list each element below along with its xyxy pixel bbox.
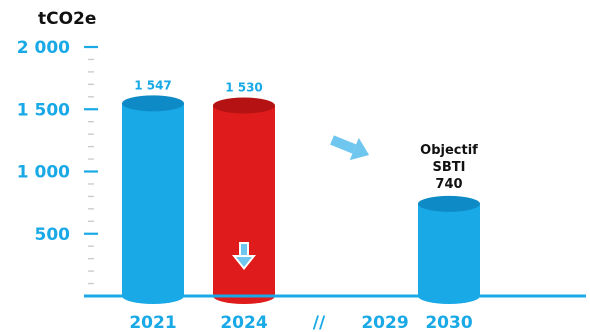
bar-body [418, 203, 480, 304]
bar-annotation-line: 740 [435, 177, 462, 192]
y-tick-label: 2 000 [17, 38, 70, 58]
bar-top [122, 95, 184, 112]
bar-value-label: 1 530 [225, 81, 263, 95]
bar-annotation-line: SBTI [433, 160, 466, 175]
bar-2024: 1 530 [213, 81, 275, 304]
bar-2021: 1 547 [122, 78, 184, 304]
bar-body [213, 105, 275, 304]
bar-body [122, 103, 184, 304]
x-category-label: 2029 [361, 313, 408, 332]
x-axis-category-labels: 2021 2024 // 2029 2030 [129, 313, 472, 332]
bar-annotation-line: Objectif [420, 143, 478, 158]
x-category-label: 2021 [129, 313, 176, 332]
y-axis-unit-label: tCO2e [38, 9, 96, 29]
x-category-label: 2030 [425, 313, 472, 332]
bars: 1 547 1 530 Objectif SBTI 740 [122, 78, 480, 304]
bar-value-label: 1 547 [134, 78, 172, 92]
bar-top [213, 97, 275, 114]
x-category-label: 2024 [220, 313, 267, 332]
y-axis-minor-ticks [88, 58, 94, 285]
annotations [330, 135, 370, 161]
x-category-label: // [313, 313, 326, 332]
y-tick-label: 500 [35, 225, 71, 245]
y-axis-major-ticks: 500 1 000 1 500 2 000 [17, 38, 98, 245]
bar-top [418, 195, 480, 212]
bar-2030: Objectif SBTI 740 [418, 143, 480, 304]
y-tick-label: 1 000 [17, 163, 70, 183]
arrow-down-icon [232, 242, 256, 270]
arrow-right-icon [330, 135, 370, 161]
y-tick-label: 1 500 [17, 100, 70, 120]
